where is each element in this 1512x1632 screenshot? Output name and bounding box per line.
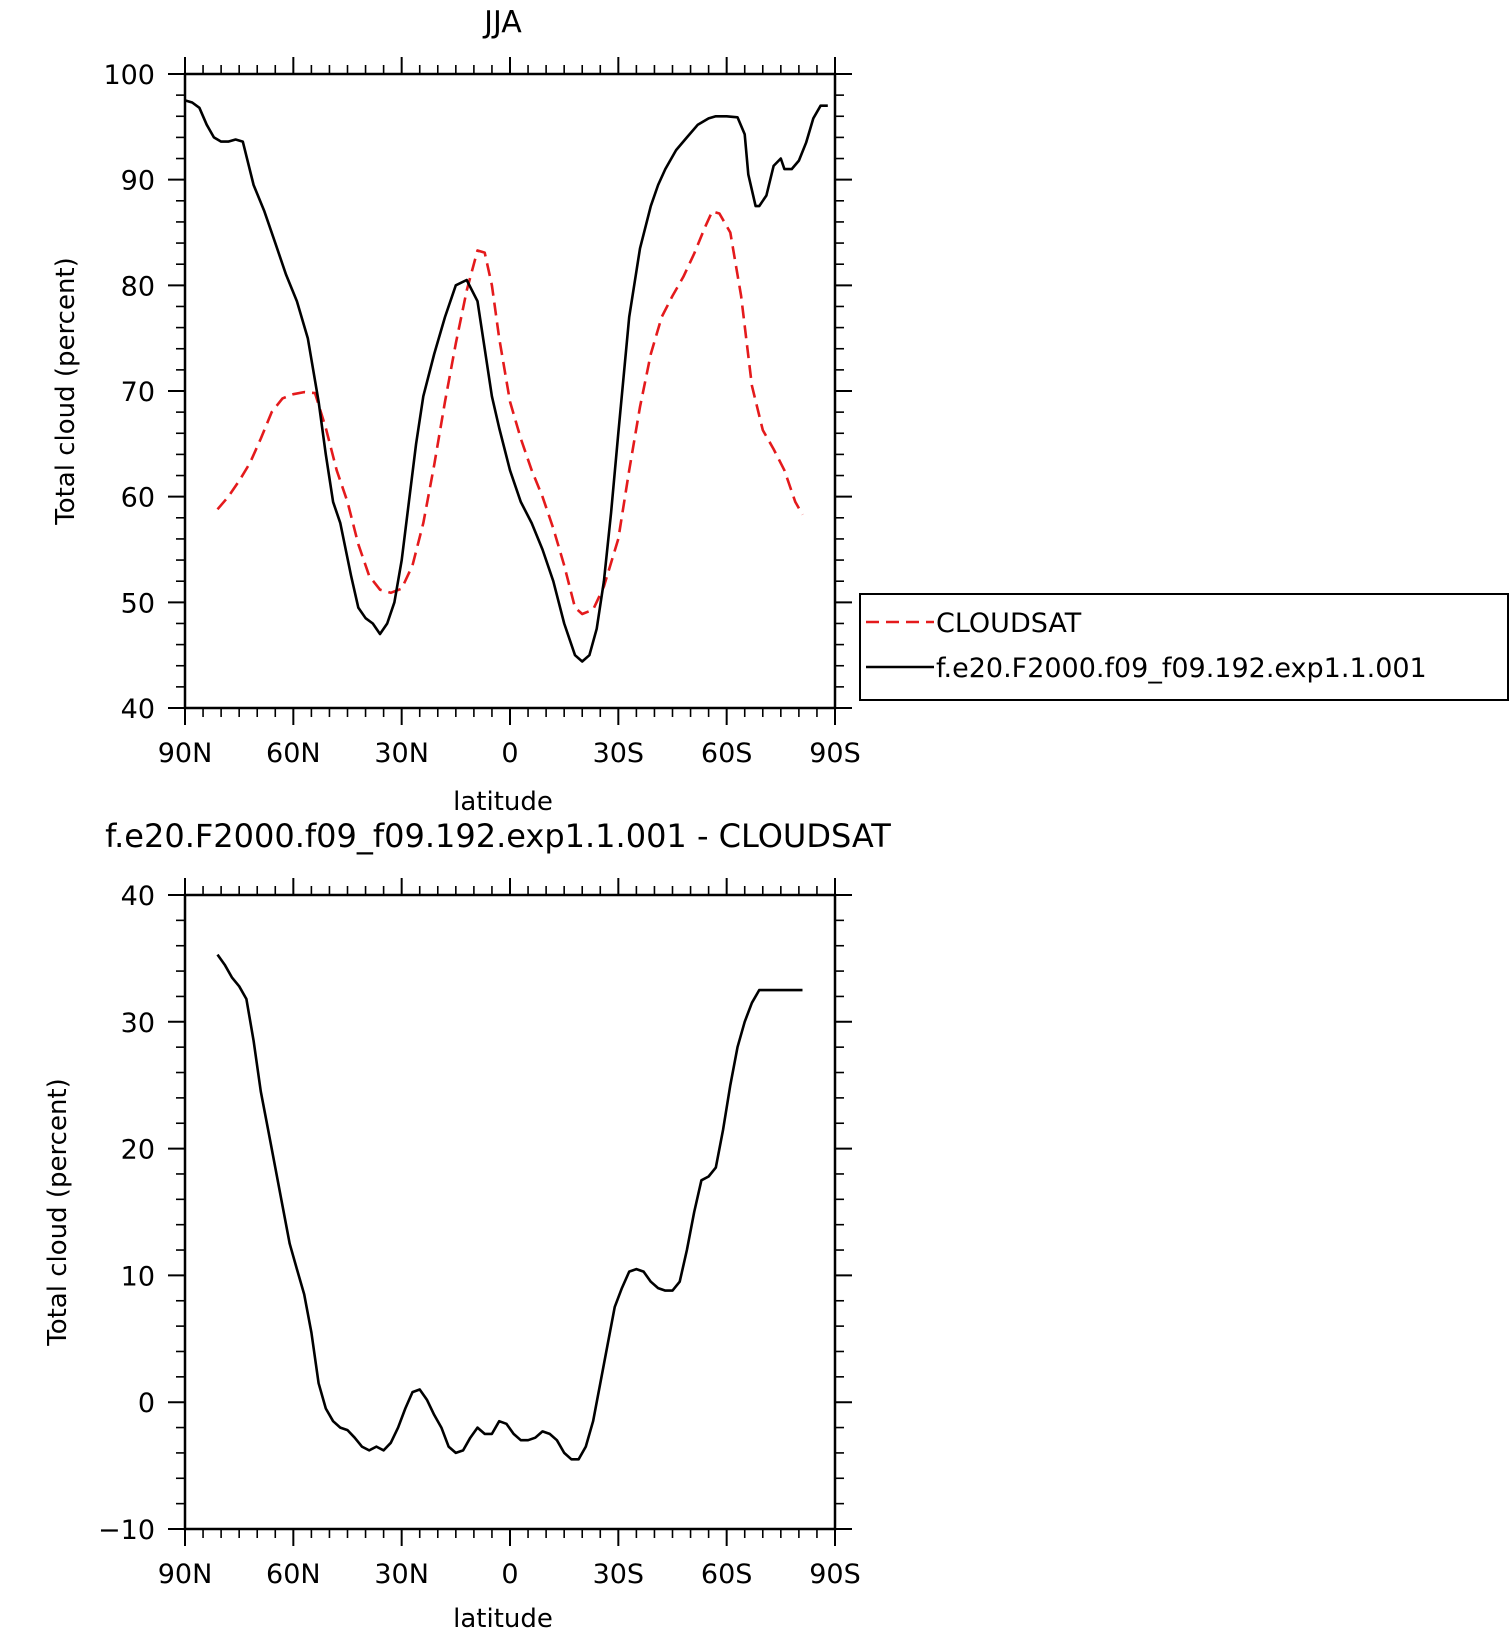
y-tick-label-top-6: 100 [103,60,155,91]
chart-title-top: JJA [482,5,522,40]
series-lines-bottom [216,953,803,1461]
x-axis-label-top: latitude [453,787,553,817]
y-tick-label-bottom-5: 40 [121,881,155,912]
x-tick-label-top-3: 0 [501,738,518,769]
chart-title-bottom: f.e20.F2000.f09_f09.192.exp1.1.001 - CLO… [105,817,891,855]
x-tick-label-bottom-1: 60N [266,1559,321,1590]
axis-ticks-bottom: 90N 60N 30N 0 30S 60S 90S −10 0 10 20 30 40 [98,878,861,1590]
y-tick-label-bottom-1: 0 [138,1388,155,1419]
x-tick-label-bottom-4: 30S [593,1559,645,1590]
series-line-bottom-0 [216,953,803,1461]
x-tick-label-bottom-2: 30N [374,1559,429,1590]
series-line-top-1 [184,99,828,663]
x-axis-label-bottom: latitude [453,1604,553,1632]
y-tick-label-top-3: 70 [121,377,155,408]
x-tick-label-bottom-6: 90S [809,1559,861,1590]
y-tick-label-top-1: 50 [121,588,155,619]
y-tick-label-bottom-0: −10 [98,1515,155,1546]
x-tick-label-top-2: 30N [374,738,429,769]
y-tick-label-top-5: 90 [121,166,155,197]
y-tick-label-bottom-3: 20 [121,1135,155,1166]
plot-frame-top [183,72,837,710]
y-tick-label-bottom-4: 30 [121,1008,155,1039]
x-tick-label-bottom-0: 90N [158,1559,213,1590]
legend-label-cloudsat: CLOUDSAT [936,608,1082,639]
y-axis-label-bottom: Total cloud (percent) [43,1078,73,1347]
x-tick-label-bottom-3: 0 [501,1559,518,1590]
legend-label-model: f.e20.F2000.f09_f09.192.exp1.1.001 [936,653,1427,684]
y-axis-label-top: Total cloud (percent) [51,257,81,526]
x-tick-label-top-5: 60S [701,738,753,769]
y-tick-label-top-4: 80 [121,271,155,302]
x-tick-label-top-1: 60N [266,738,321,769]
y-tick-label-top-0: 40 [121,694,155,725]
y-tick-label-top-2: 60 [121,483,155,514]
legend-frame [859,593,1509,701]
y-tick-label-bottom-2: 10 [121,1261,155,1292]
series-lines-top [184,99,828,663]
chart-panel-top: JJA 90N 60N 30N 0 30S 60S 90S 40 50 60 70 80 90 100 l… [51,5,861,817]
x-tick-label-top-4: 30S [593,738,645,769]
legend: CLOUDSAT f.e20.F2000.f09_f09.192.exp1.1.… [859,593,1509,701]
x-tick-label-top-6: 90S [809,738,861,769]
axis-ticks-top: 90N 60N 30N 0 30S 60S 90S 40 50 60 70 80 90 100 [103,57,861,769]
x-tick-label-bottom-5: 60S [701,1559,753,1590]
x-tick-label-top-0: 90N [158,738,213,769]
series-line-top-0 [216,210,804,616]
chart-panel-bottom: f.e20.F2000.f09_f09.192.exp1.1.001 - CLO… [43,817,891,1632]
